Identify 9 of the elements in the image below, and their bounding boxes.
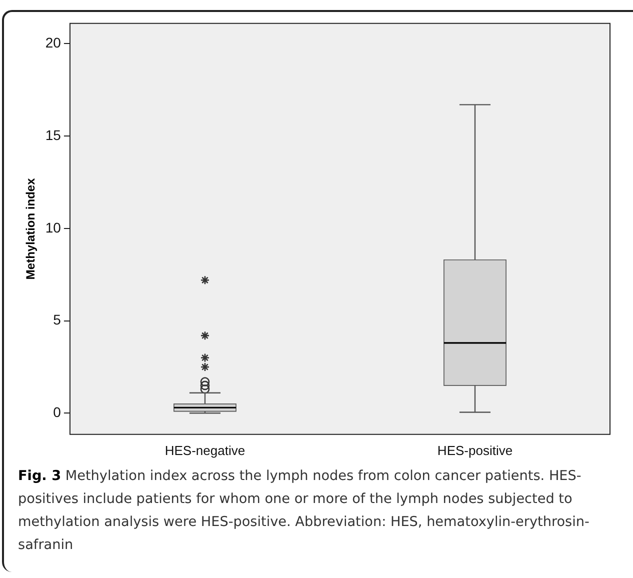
x-tick-label: HES-positive (437, 442, 513, 458)
y-tick-label: 10 (45, 219, 62, 236)
x-tick-label: HES-negative (164, 442, 246, 458)
y-tick-label: 0 (53, 404, 62, 420)
y-tick-label: 20 (45, 34, 62, 51)
y-tick-label: 15 (45, 126, 62, 143)
y-axis-title: Methylation index (24, 178, 38, 280)
caption: Fig. 3 Methylation index across the lymph nodes from colon cancer patients. HES-positives include patients for whom one or more of the lymph nodes subjected to methylation analysis were HES-positive. Abbreviation: HES, hematoxylin-erythrosin-safranin (18, 467, 590, 555)
y-tick-label: 5 (53, 312, 62, 328)
